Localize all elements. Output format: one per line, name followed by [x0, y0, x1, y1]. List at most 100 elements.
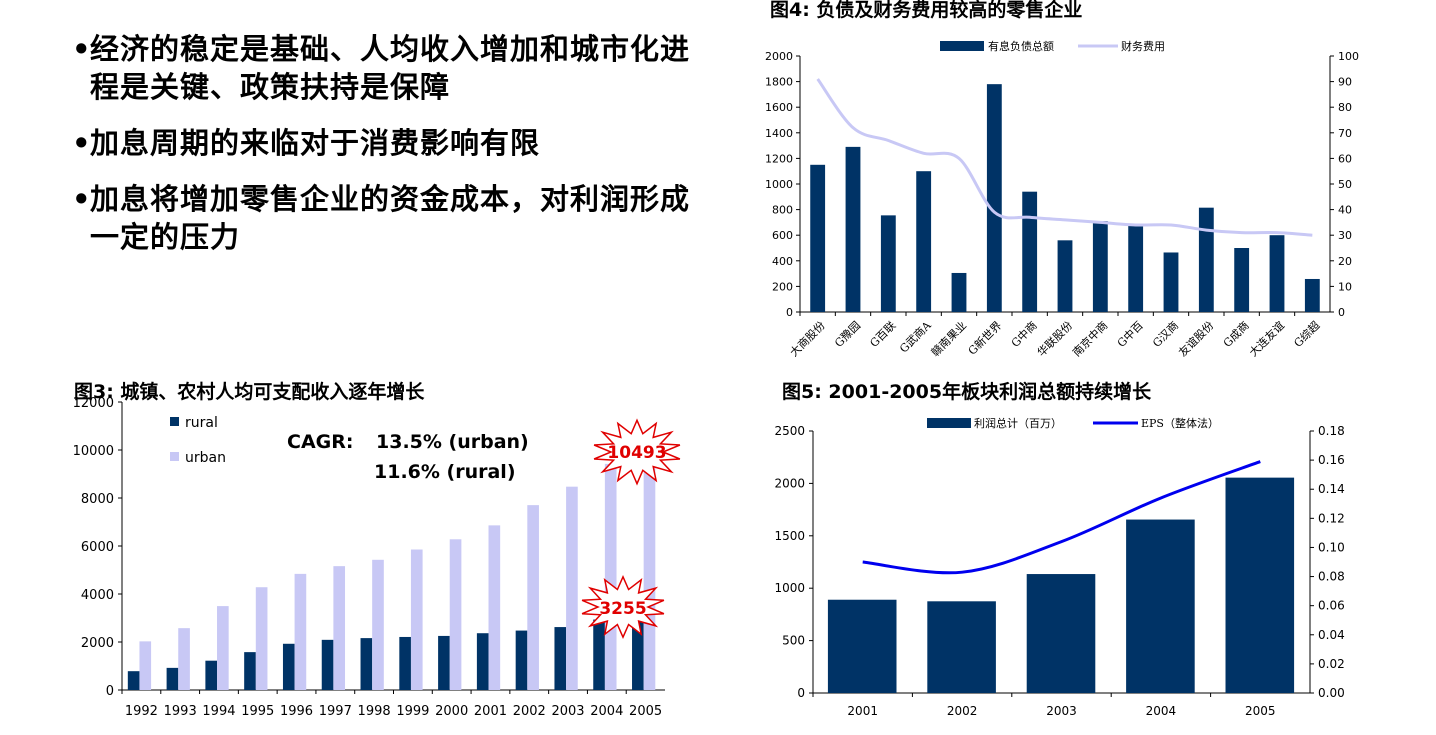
y-tick-label-right: 90 [1338, 76, 1352, 89]
bar-debt [1304, 278, 1320, 312]
bar-urban [566, 486, 578, 690]
bar-urban [333, 566, 346, 690]
x-tick-label: G百联 [867, 319, 898, 350]
bar-debt [880, 215, 896, 312]
bar-urban [488, 525, 501, 690]
cagr-rural: 11.6% (rural) [374, 461, 516, 483]
legend-swatch-rural [170, 417, 179, 426]
y-tick-label-right: 80 [1338, 101, 1352, 114]
bar-profit [927, 601, 996, 693]
burst-rural-label: 3255 [599, 599, 646, 619]
bar-debt [810, 164, 826, 312]
bar-debt [1163, 252, 1179, 312]
legend-label: EPS（整体法） [1141, 416, 1219, 430]
legend-label: urban [185, 450, 226, 466]
x-tick-label: 1994 [202, 704, 235, 719]
bar-rural [205, 660, 218, 690]
y-tick-label-left: 1400 [765, 127, 793, 140]
x-tick-label: 1999 [396, 704, 429, 719]
bar-urban [139, 641, 152, 690]
bullet-text: 加息周期的来临对于消费影响有限 [90, 126, 541, 160]
y-tick-label: 4000 [81, 588, 114, 603]
bar-profit [1026, 574, 1096, 693]
bar-rural [321, 639, 334, 690]
x-tick-label: G综超 [1291, 318, 1323, 350]
x-tick-label: 友谊股份 [1175, 318, 1216, 359]
x-tick-label: 2004 [1146, 704, 1177, 718]
y-tick-label-left: 2000 [774, 476, 805, 490]
bullet-item: • 加息将增加零售企业的资金成本，对利润形成一定的压力 [72, 180, 712, 256]
y-tick-label-left: 1000 [774, 581, 805, 595]
y-tick-label-right: 0.14 [1318, 482, 1345, 496]
x-tick-label: 1995 [241, 704, 274, 719]
bar-debt [986, 84, 1002, 312]
legend-swatch-urban [170, 452, 179, 461]
y-tick-label-right: 20 [1338, 255, 1352, 268]
x-tick-label: 2003 [551, 704, 584, 719]
y-tick-label-right: 100 [1338, 50, 1359, 63]
x-tick-label: 大连友谊 [1246, 318, 1287, 359]
x-tick-label: 2000 [435, 704, 468, 719]
x-tick-label: G新世界 [965, 318, 1004, 357]
bar-rural [515, 630, 528, 690]
chart-title: 图3: 城镇、农村人均可支配收入逐年增长 [74, 380, 425, 403]
y-tick-label: 2000 [81, 636, 114, 651]
y-tick-label-left: 1200 [765, 152, 793, 165]
y-tick-label-right: 0.10 [1318, 540, 1345, 554]
bullet-item: • 经济的稳定是基础、人均收入增加和城市化进程是关键、政策扶持是保障 [72, 30, 712, 106]
y-tick-label-right: 0.06 [1318, 599, 1345, 613]
x-tick-label: G豫园 [832, 319, 863, 350]
y-tick-label-left: 400 [772, 255, 793, 268]
bar-debt [845, 146, 861, 312]
y-tick-label-right: 40 [1338, 204, 1352, 217]
chart-title: 图4: 负债及财务费用较高的零售企业 [770, 0, 1082, 21]
bar-debt [916, 171, 932, 312]
bar-profit [1225, 477, 1295, 693]
x-tick-label: 1993 [164, 704, 197, 719]
x-tick-label: 1996 [280, 704, 313, 719]
bar-profit [827, 599, 897, 693]
line-finance-cost [816, 78, 1313, 237]
bar-rural [360, 638, 373, 690]
bar-urban [527, 505, 539, 690]
legend-swatch-bar [927, 418, 971, 428]
bar-urban [255, 587, 268, 690]
y-tick-label-right: 0.16 [1318, 453, 1345, 467]
x-tick-label: G成商 [1220, 318, 1252, 350]
y-tick-label: 10000 [73, 444, 114, 459]
cagr-urban: 13.5% (urban) [376, 431, 529, 453]
y-tick-label-left: 800 [772, 204, 793, 217]
y-tick-label-left: 1000 [765, 178, 793, 191]
bar-rural [282, 643, 295, 690]
burst-urban-label: 10493 [607, 443, 666, 463]
y-tick-label-right: 50 [1338, 178, 1352, 191]
bar-urban [178, 628, 190, 690]
bar-debt [1234, 248, 1250, 312]
legend-label: 有息负债总额 [988, 39, 1054, 53]
y-tick-label-right: 0.12 [1318, 511, 1345, 525]
y-tick-label-right: 0.08 [1318, 570, 1345, 584]
bar-debt [951, 272, 967, 312]
y-tick-label: 0 [106, 684, 114, 699]
x-tick-label: 1998 [358, 704, 391, 719]
bar-debt [1092, 221, 1108, 312]
y-tick-label-left: 0 [786, 306, 793, 319]
y-tick-label-right: 0.04 [1318, 628, 1345, 642]
bar-rural [166, 667, 179, 690]
y-tick-label-left: 600 [772, 229, 793, 242]
bullet-list: • 经济的稳定是基础、人均收入增加和城市化进程是关键、政策扶持是保障 • 加息周期的… [72, 30, 712, 274]
bar-debt [1269, 235, 1285, 312]
bar-urban [410, 549, 423, 690]
bar-urban [449, 539, 462, 690]
y-tick-label-right: 60 [1338, 152, 1352, 165]
y-tick-label-left: 1600 [765, 101, 793, 114]
y-tick-label-right: 0.18 [1318, 424, 1345, 438]
bar-rural [438, 635, 450, 690]
bar-rural [476, 633, 489, 690]
y-tick-label-left: 1800 [765, 76, 793, 89]
y-tick-label-left: 2000 [765, 50, 793, 63]
y-tick-label-left: 200 [772, 280, 793, 293]
x-tick-label: 赣南果业 [928, 318, 969, 359]
y-tick-label-right: 30 [1338, 229, 1352, 242]
chart-title: 图5: 2001-2005年板块利润总额持续增长 [782, 380, 1152, 403]
